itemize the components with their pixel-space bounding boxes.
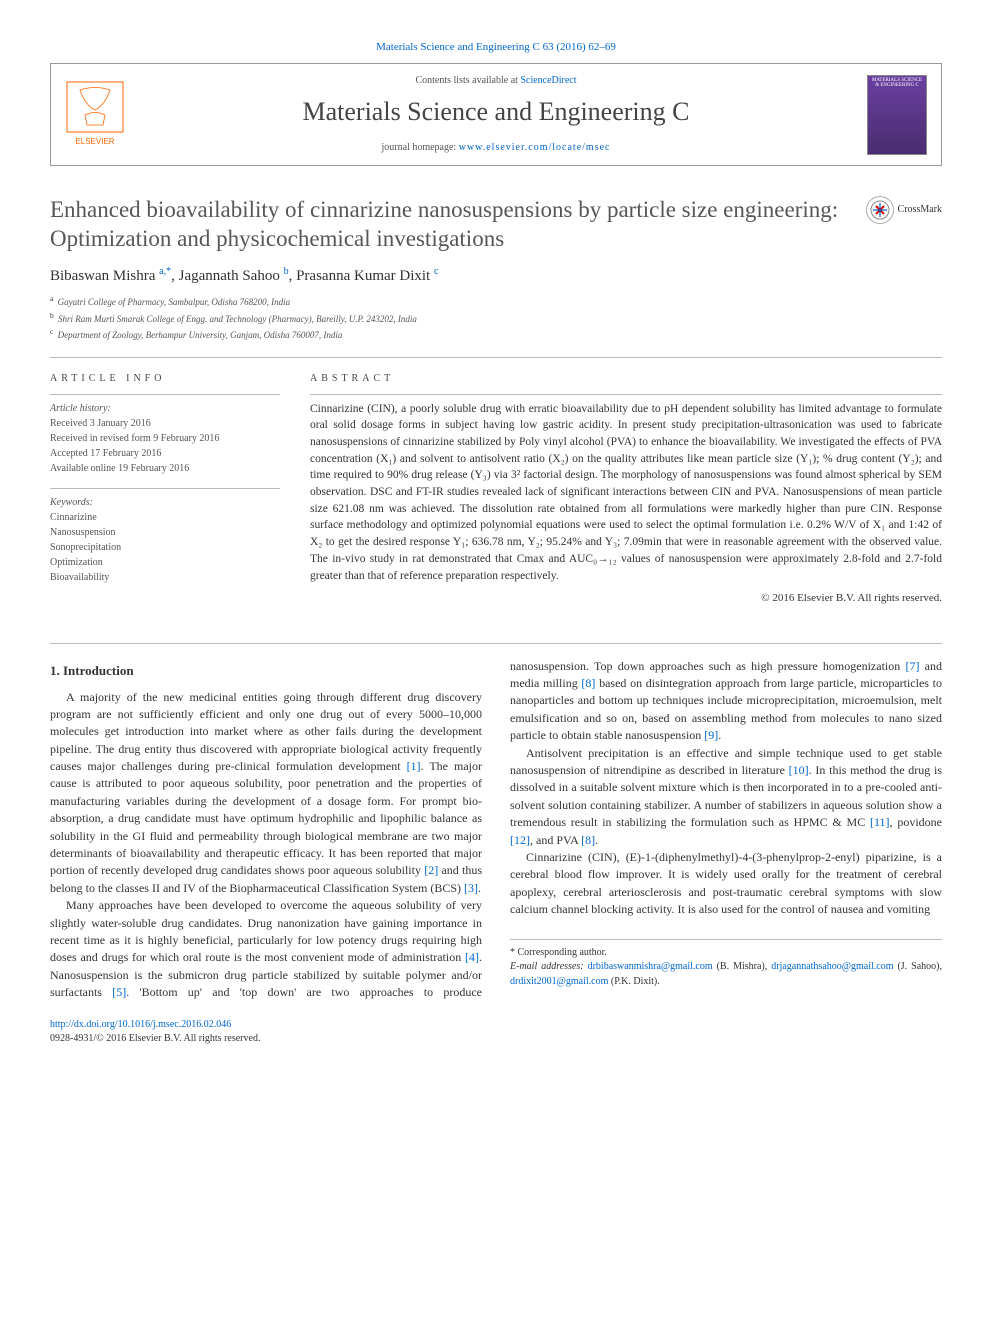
email-link[interactable]: drjagannathsahoo@gmail.com bbox=[771, 961, 893, 972]
keywords-label: Keywords: bbox=[50, 495, 280, 510]
citation-ref[interactable]: [11] bbox=[870, 815, 890, 829]
citation-ref[interactable]: [8] bbox=[581, 833, 595, 847]
elsevier-logo-icon: ELSEVIER bbox=[65, 80, 125, 150]
history-line: Received in revised form 9 February 2016 bbox=[50, 431, 280, 446]
affiliations: a Gayatri College of Pharmacy, Sambalpur… bbox=[50, 293, 942, 343]
keywords-block: Keywords: CinnarizineNanosuspensionSonop… bbox=[50, 488, 280, 585]
corresponding-footer: * Corresponding author. E-mail addresses… bbox=[510, 939, 942, 990]
journal-header: ELSEVIER Contents lists available at Sci… bbox=[50, 63, 942, 165]
doi-link[interactable]: http://dx.doi.org/10.1016/j.msec.2016.02… bbox=[50, 1019, 231, 1030]
keyword: Sonoprecipitation bbox=[50, 540, 280, 555]
top-journal-ref[interactable]: Materials Science and Engineering C 63 (… bbox=[50, 40, 942, 55]
keyword: Optimization bbox=[50, 555, 280, 570]
keyword: Nanosuspension bbox=[50, 525, 280, 540]
email-who: (P.K. Dixit). bbox=[608, 976, 659, 987]
citation-ref[interactable]: [5] bbox=[112, 985, 126, 999]
body-paragraph: A majority of the new medicinal entities… bbox=[50, 689, 482, 898]
corresponding-label: * Corresponding author. bbox=[510, 946, 942, 961]
crossmark-icon bbox=[866, 196, 894, 224]
citation-ref[interactable]: [4] bbox=[465, 950, 479, 964]
authors-line: Bibaswan Mishra a,*, Jagannath Sahoo b, … bbox=[50, 265, 942, 287]
abstract-text: Cinnarizine (CIN), a poorly soluble drug… bbox=[310, 401, 942, 584]
email-who: (B. Mishra), bbox=[713, 961, 768, 972]
crossmark-badge[interactable]: CrossMark bbox=[866, 196, 942, 224]
affiliation-line: b Shri Ram Murti Smarak College of Engg.… bbox=[50, 310, 942, 327]
email-label: E-mail addresses: bbox=[510, 961, 584, 972]
journal-name: Materials Science and Engineering C bbox=[125, 94, 867, 130]
journal-cover-icon: MATERIALS SCIENCE & ENGINEERING C bbox=[867, 75, 927, 155]
divider bbox=[50, 357, 942, 358]
keyword: Bioavailability bbox=[50, 570, 280, 585]
article-title: Enhanced bioavailability of cinnarizine … bbox=[50, 196, 850, 254]
citation-ref[interactable]: [3] bbox=[464, 881, 478, 895]
email-link[interactable]: drbibaswanmishra@gmail.com bbox=[588, 961, 713, 972]
citation-ref[interactable]: [1] bbox=[407, 759, 421, 773]
affiliation-line: a Gayatri College of Pharmacy, Sambalpur… bbox=[50, 293, 942, 310]
citation-ref[interactable]: [8] bbox=[581, 676, 595, 690]
citation-ref[interactable]: [9] bbox=[704, 728, 718, 742]
citation-ref[interactable]: [2] bbox=[424, 863, 438, 877]
body-text: 1. Introduction A majority of the new me… bbox=[50, 658, 942, 1002]
history-label: Article history: bbox=[50, 401, 280, 416]
intro-heading: 1. Introduction bbox=[50, 662, 482, 681]
divider bbox=[50, 643, 942, 644]
abstract-heading: ABSTRACT bbox=[310, 372, 942, 386]
abstract-copyright: © 2016 Elsevier B.V. All rights reserved… bbox=[310, 590, 942, 607]
journal-homepage-link[interactable]: www.elsevier.com/locate/msec bbox=[459, 142, 611, 153]
article-history-block: Article history: Received 3 January 2016… bbox=[50, 394, 280, 476]
svg-text:ELSEVIER: ELSEVIER bbox=[75, 137, 114, 146]
contents-line: Contents lists available at ScienceDirec… bbox=[125, 74, 867, 88]
crossmark-label: CrossMark bbox=[898, 203, 942, 217]
history-line: Available online 19 February 2016 bbox=[50, 461, 280, 476]
history-line: Accepted 17 February 2016 bbox=[50, 446, 280, 461]
citation-ref[interactable]: [7] bbox=[905, 659, 919, 673]
email-who: (J. Sahoo), bbox=[893, 961, 942, 972]
doi-block: http://dx.doi.org/10.1016/j.msec.2016.02… bbox=[50, 1018, 942, 1046]
sciencedirect-link[interactable]: ScienceDirect bbox=[520, 75, 576, 86]
email-link[interactable]: drdixit2001@gmail.com bbox=[510, 976, 608, 987]
article-info-heading: ARTICLE INFO bbox=[50, 372, 280, 386]
body-paragraph: Antisolvent precipitation is an effectiv… bbox=[510, 745, 942, 849]
citation-ref[interactable]: [12] bbox=[510, 833, 530, 847]
issn-line: 0928-4931/© 2016 Elsevier B.V. All right… bbox=[50, 1033, 260, 1044]
citation-ref[interactable]: [10] bbox=[789, 763, 809, 777]
body-paragraph: Cinnarizine (CIN), (E)-1-(diphenylmethyl… bbox=[510, 849, 942, 919]
journal-homepage-line: journal homepage: www.elsevier.com/locat… bbox=[125, 141, 867, 155]
keyword: Cinnarizine bbox=[50, 510, 280, 525]
affiliation-line: c Department of Zoology, Berhampur Unive… bbox=[50, 326, 942, 343]
history-line: Received 3 January 2016 bbox=[50, 416, 280, 431]
